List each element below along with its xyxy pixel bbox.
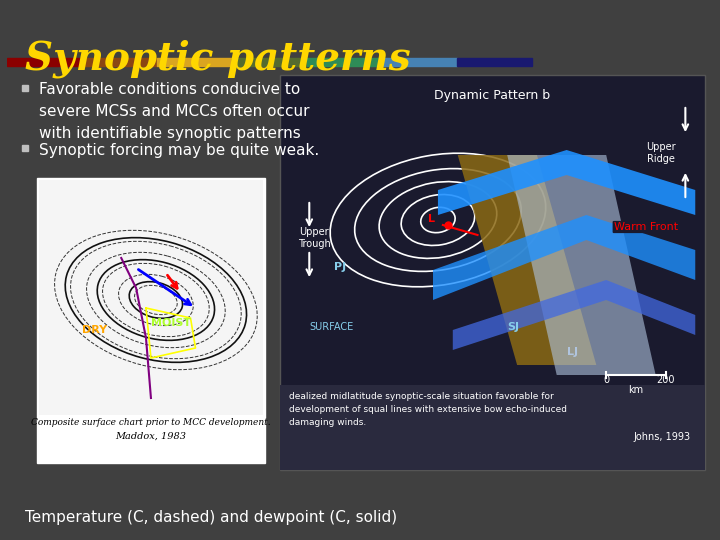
- Text: MOIST: MOIST: [151, 318, 191, 328]
- Text: LJ: LJ: [567, 347, 577, 357]
- Text: Maddox, 1983: Maddox, 1983: [115, 432, 186, 441]
- Text: Temperature (C, dashed) and dewpoint (C, solid): Temperature (C, dashed) and dewpoint (C,…: [25, 510, 397, 525]
- Text: Dynamic Pattern b: Dynamic Pattern b: [434, 89, 550, 102]
- Text: development of squal lines with extensive bow echo-induced: development of squal lines with extensiv…: [289, 405, 567, 414]
- Bar: [37, 178, 265, 463]
- Text: Johns, 1993: Johns, 1993: [633, 432, 690, 442]
- Bar: [82, 58, 157, 66]
- Text: PJ: PJ: [334, 262, 346, 272]
- Text: Upper
Trough: Upper Trough: [298, 227, 330, 249]
- Text: Favorable conditions conducive to
severe MCSs and MCCs often occur
with identifi: Favorable conditions conducive to severe…: [39, 82, 310, 141]
- Polygon shape: [433, 215, 696, 300]
- Bar: [7, 58, 82, 66]
- Text: SJ: SJ: [507, 322, 519, 332]
- Polygon shape: [453, 280, 696, 350]
- Text: Warm Front: Warm Front: [613, 222, 678, 232]
- Text: SURFACE: SURFACE: [310, 322, 354, 332]
- Bar: [233, 58, 307, 66]
- Text: Synoptic forcing may be quite weak.: Synoptic forcing may be quite weak.: [39, 143, 320, 158]
- Bar: [279, 385, 705, 470]
- Bar: [279, 75, 705, 470]
- Bar: [457, 58, 532, 66]
- Polygon shape: [507, 155, 656, 375]
- Text: damaging winds.: damaging winds.: [289, 418, 366, 427]
- Text: L: L: [428, 214, 435, 224]
- Text: Composite surface chart prior to MCC development.: Composite surface chart prior to MCC dev…: [31, 418, 271, 427]
- Bar: [307, 58, 382, 66]
- Text: dealized midlatitude synoptic-scale situation favorable for: dealized midlatitude synoptic-scale situ…: [289, 392, 554, 401]
- Bar: [157, 58, 233, 66]
- Text: Upper
Ridge: Upper Ridge: [646, 142, 675, 164]
- Text: DRY: DRY: [81, 325, 107, 335]
- Text: 200: 200: [657, 375, 675, 385]
- Bar: [39, 180, 263, 415]
- Polygon shape: [458, 155, 596, 365]
- Text: 0: 0: [603, 375, 609, 385]
- Polygon shape: [438, 150, 696, 215]
- Text: Synoptic patterns: Synoptic patterns: [25, 40, 411, 78]
- Bar: [382, 58, 457, 66]
- Text: km: km: [629, 385, 644, 395]
